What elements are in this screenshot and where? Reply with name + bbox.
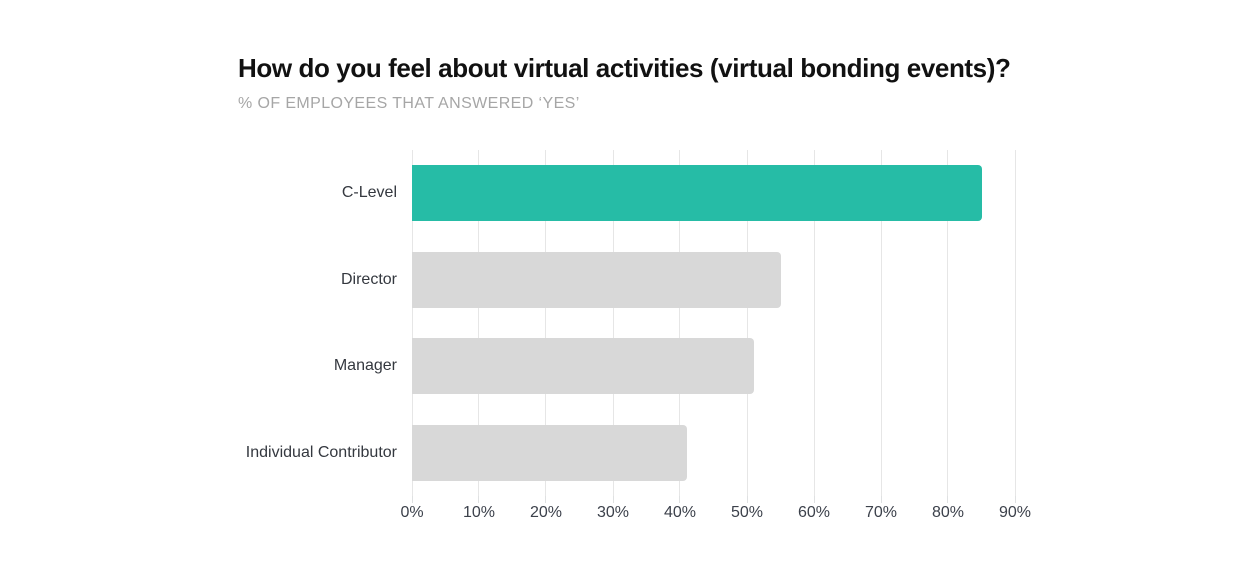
category-label-c-level: C-Level [341,184,397,202]
x-tick-mark [545,496,547,503]
x-tick-mark [746,496,748,503]
x-tick-mark [411,496,413,503]
x-tick-label: 90% [998,504,1032,521]
gridline [679,150,681,496]
gridline [478,150,480,496]
x-tick-label: 60% [797,504,831,521]
x-tick-mark [1014,496,1016,503]
gridline [612,150,614,496]
chart-title: How do you feel about virtual activities… [238,53,1011,83]
x-tick-label: 30% [596,504,630,521]
x-tick-label: 0% [400,504,424,521]
plot-area [411,150,1016,496]
x-tick-mark [947,496,949,503]
category-label-manager: Manager [333,357,397,375]
x-tick-label: 10% [462,504,495,521]
x-tick-mark [813,496,815,503]
x-tick-mark [478,496,480,503]
gridline [411,150,413,496]
gridline [813,150,815,496]
x-axis: 0% 10% 20% 30% 40% 50% 60% 70% 80% 90% [400,496,1031,536]
gridlines [411,150,1016,496]
bars [412,150,1015,496]
x-tick-label: 70% [864,504,898,521]
gridline [880,150,882,496]
gridline [746,150,748,496]
x-tick-label: 20% [529,504,562,521]
gridline [947,150,949,496]
bar-manager [412,338,754,395]
bar-c-level [412,165,982,222]
category-label-director: Director [340,270,397,288]
gridline [1014,150,1016,496]
x-tick-mark [612,496,614,503]
category-label-individual-contributor: Individual Contributor [245,443,397,461]
x-tick-mark [880,496,882,503]
x-tick-label: 50% [730,504,764,521]
chart-subtitle: % OF EMPLOYEES THAT ANSWERED ‘YES’ [238,95,580,112]
category-labels: C-Level Director Manager Individual Contrib… [0,150,397,496]
x-tick-label: 80% [931,504,964,521]
bar-director [412,251,781,308]
x-tick-mark [679,496,681,503]
x-tick-label: 40% [663,504,696,521]
gridline [545,150,547,496]
bar-individual-contributor [412,424,687,481]
